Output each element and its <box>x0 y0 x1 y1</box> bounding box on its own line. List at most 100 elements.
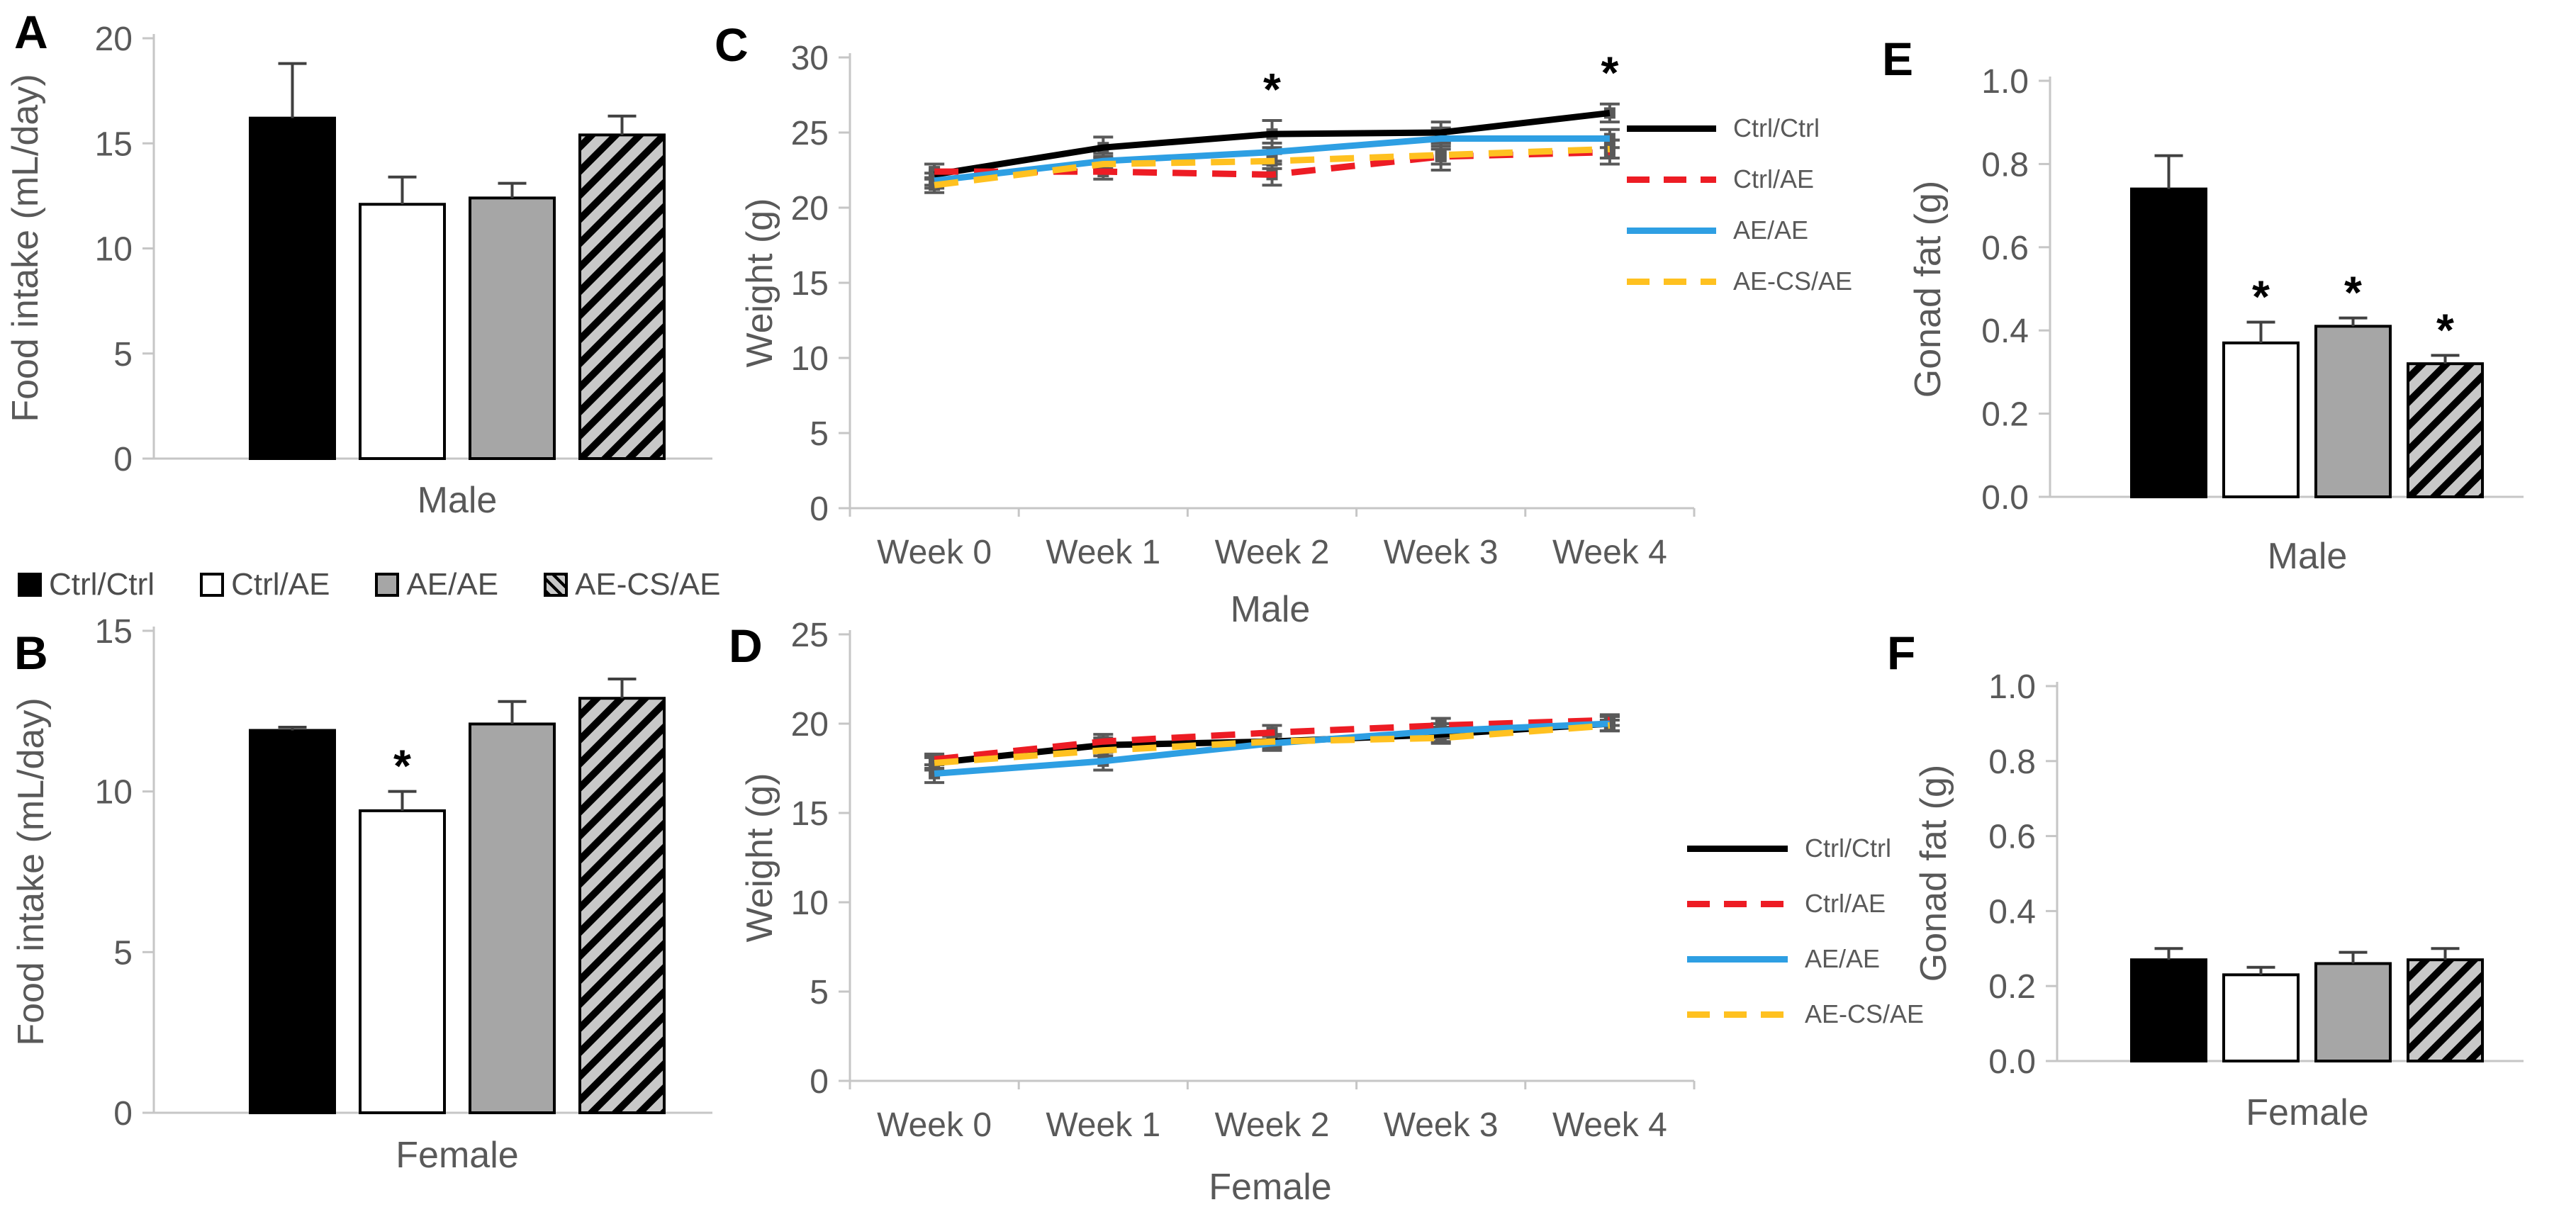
y-tick-label: 10 <box>791 340 829 378</box>
y-tick-label: 0.8 <box>1988 744 2036 781</box>
x-tick-label: Week 1 <box>1046 534 1160 571</box>
bar-AE-CS/AE <box>2407 362 2484 498</box>
legend-label: AE-CS/AE <box>575 567 721 602</box>
y-tick-label: 25 <box>791 115 829 152</box>
y-tick-label: 0.4 <box>1988 893 2036 931</box>
panel-a-y-axis-title: Food intake (mL/day) <box>5 74 46 422</box>
series-line-Ctrl/Ctrl <box>934 109 1611 178</box>
solid-blue-line-swatch-icon <box>1687 955 1788 963</box>
line-legend-male: Ctrl/Ctrl Ctrl/AE AE/AE AE-CS/AE <box>1627 103 1852 307</box>
y-tick-label: 20 <box>791 190 829 228</box>
panel-a-x-axis-title: Male <box>417 480 498 521</box>
y-tick-label: 0.2 <box>1988 968 2036 1006</box>
x-tick-label: Week 1 <box>1046 1106 1160 1144</box>
y-tick-label: 0 <box>810 490 829 528</box>
panel-f-y-axis-title: Gonad fat (g) <box>1913 764 1954 982</box>
panel-c-letter: C <box>715 18 749 71</box>
panel-b-chart: 0 5 10 15 * <box>95 617 712 1133</box>
legend-label: AE-CS/AE <box>1805 999 1925 1028</box>
bar-Ctrl/Ctrl <box>2130 958 2207 1063</box>
series-line-Ctrl/AE <box>934 717 1611 763</box>
panel-e-letter: E <box>1882 33 1914 85</box>
dashed-red-line-swatch-icon <box>1687 900 1788 907</box>
x-tick-label: Week 0 <box>877 534 992 571</box>
y-tick-label: 30 <box>791 40 829 77</box>
significance-asterisk: * <box>2344 267 2362 318</box>
dashed-yellow-line-swatch-icon <box>1687 1011 1788 1018</box>
bar-group-legend: Ctrl/Ctrl Ctrl/AE AE/AE AE-CS/AE <box>18 567 720 602</box>
bar-Ctrl/Ctrl <box>2130 187 2207 498</box>
y-tick-label: 20 <box>791 706 829 744</box>
y-tick-label: 5 <box>810 415 829 453</box>
y-tick-label: 0.0 <box>1988 1043 2036 1081</box>
panel-d-y-axis-title: Weight (g) <box>739 773 780 943</box>
legend-item-ae-ae: AE/AE <box>375 567 498 602</box>
significance-asterisk: * <box>393 741 411 792</box>
legend-label: Ctrl/Ctrl <box>1805 834 1891 863</box>
panel-f: 0.0 0.2 0.4 0.6 0.8 1.0 F Gonad fat (g) Femal… <box>1843 624 2576 1212</box>
y-tick-label: 10 <box>95 231 133 269</box>
x-tick-label: Week 0 <box>877 1106 992 1144</box>
panel-c-x-axis-title: Male <box>1230 589 1311 630</box>
y-tick-label: 15 <box>95 125 133 163</box>
bar-Ctrl/AE <box>2222 973 2300 1062</box>
panel-e: 0.0 0.2 0.4 0.6 0.8 1.0 * * * E Gonad fat (g) Ma… <box>1843 0 2576 624</box>
y-tick-label: 0.0 <box>1981 479 2029 517</box>
panel-c: 0 5 10 15 20 25 30 Week 0 Week 1 Week 2 Week 3 Week… <box>709 0 1914 630</box>
panel-e-x-axis-title: Male <box>2267 536 2348 577</box>
y-tick-label: 0 <box>810 1063 829 1101</box>
panel-c-y-axis-title: Weight (g) <box>739 198 780 368</box>
panel-f-x-axis-title: Female <box>2246 1092 2369 1133</box>
y-tick-label: 0.4 <box>1981 313 2029 350</box>
legend-item-ae-ae: AE/AE <box>1627 205 1852 256</box>
legend-label: Ctrl/AE <box>1805 889 1886 918</box>
y-tick-label: 10 <box>791 885 829 922</box>
y-tick-label: 15 <box>791 795 829 833</box>
legend-item-ctrl-ae: Ctrl/AE <box>1687 876 1924 931</box>
panel-d-letter: D <box>729 619 763 672</box>
legend-item-ae-cs-ae: AE-CS/AE <box>1627 256 1852 307</box>
solid-black-line-swatch-icon <box>1687 845 1788 852</box>
legend-item-ae-cs-ae: AE-CS/AE <box>1687 987 1924 1042</box>
panel-e-y-axis-title: Gonad fat (g) <box>1908 180 1949 398</box>
y-tick-label: 0 <box>113 1095 133 1133</box>
legend-label: Ctrl/Ctrl <box>49 567 155 602</box>
y-tick-label: 0.6 <box>1981 230 2029 267</box>
white-square-swatch-icon <box>200 573 225 597</box>
legend-label: Ctrl/AE <box>231 567 330 602</box>
panel-c-chart: 0 5 10 15 20 25 30 Week 0 Week 1 Week 2 Week 3 Week… <box>791 40 1696 571</box>
panel-b-y-axis-title: Food intake (mL/day) <box>11 697 52 1046</box>
bar-AE/AE <box>469 722 556 1114</box>
bar-Ctrl/AE <box>359 203 446 460</box>
legend-label: Ctrl/AE <box>1733 164 1815 193</box>
y-tick-label: 15 <box>791 265 829 303</box>
bar-AE-CS/AE <box>2407 958 2484 1063</box>
panel-d: 0 5 10 15 20 25 Week 0 Week 1 Week 2 Week 3 Week 4… <box>709 610 1914 1212</box>
legend-label: AE/AE <box>1733 215 1809 245</box>
legend-label: AE/AE <box>1805 944 1881 973</box>
bar-Ctrl/Ctrl <box>249 729 336 1115</box>
y-tick-label: 1.0 <box>1981 63 2029 101</box>
bar-Ctrl/Ctrl <box>249 116 336 460</box>
y-tick-label: 10 <box>95 774 133 812</box>
bar-Ctrl/AE <box>2222 341 2300 498</box>
bar-AE/AE <box>2314 962 2392 1062</box>
y-tick-label: 0 <box>113 441 133 478</box>
panel-a: 0 5 10 15 20 A Food intake (mL/day) Male <box>0 0 751 553</box>
panel-f-letter: F <box>1887 627 1916 679</box>
legend-item-ctrl-ae: Ctrl/AE <box>1627 154 1852 205</box>
black-square-swatch-icon <box>18 573 42 597</box>
y-tick-label: 25 <box>791 617 829 654</box>
legend-item-ae-cs-ae: AE-CS/AE <box>544 567 720 602</box>
y-tick-label: 5 <box>810 974 829 1011</box>
legend-item-ctrl-ctrl: Ctrl/Ctrl <box>1627 103 1852 154</box>
gray-square-swatch-icon <box>375 573 400 597</box>
x-tick-label: Week 4 <box>1552 534 1667 571</box>
panel-e-chart: 0.0 0.2 0.4 0.6 0.8 1.0 * * * <box>1981 63 2524 517</box>
y-tick-label: 0.2 <box>1981 396 2029 434</box>
x-tick-label: Week 3 <box>1384 1106 1499 1144</box>
bar-AE/AE <box>469 196 556 460</box>
dashed-red-line-swatch-icon <box>1627 176 1716 183</box>
legend-item-ctrl-ctrl: Ctrl/Ctrl <box>1687 821 1924 876</box>
y-tick-label: 5 <box>113 934 133 972</box>
